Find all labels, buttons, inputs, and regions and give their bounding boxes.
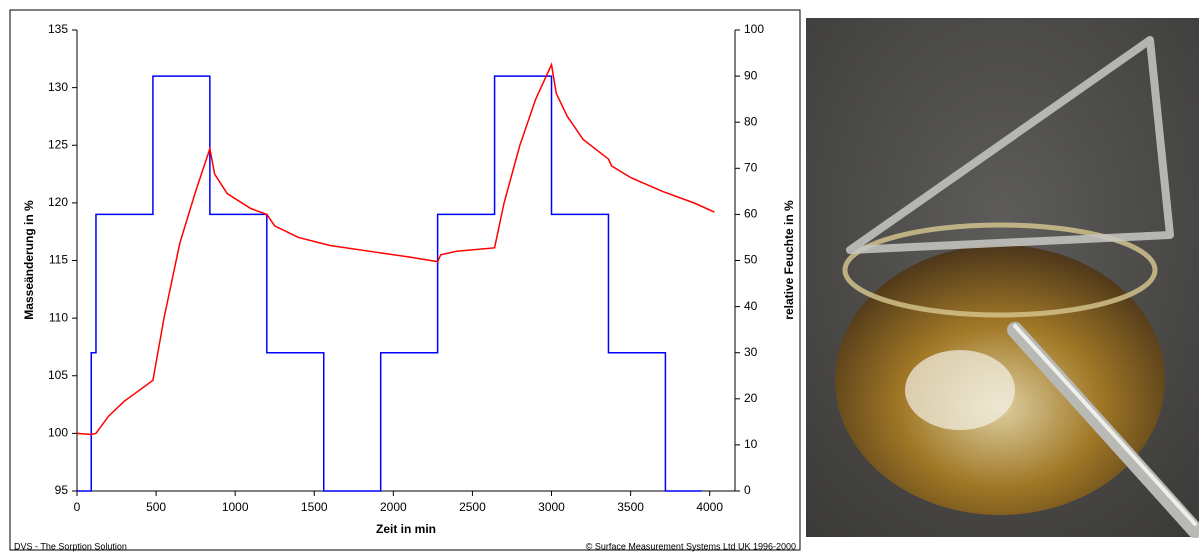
y2-tick-label: 0 xyxy=(744,483,751,497)
dish-rim xyxy=(842,222,1158,318)
rod-highlight xyxy=(1013,324,1197,526)
x-tick-label: 2000 xyxy=(380,500,407,514)
x-tick-label: 0 xyxy=(74,500,81,514)
x-tick-label: 1500 xyxy=(301,500,328,514)
y2-axis-label: relative Feuchte in % xyxy=(782,200,796,320)
glass-triangle xyxy=(846,36,1174,254)
chart-frame xyxy=(9,9,801,551)
y-tick-label: 105 xyxy=(48,368,68,382)
y2-tick-label: 30 xyxy=(744,345,758,359)
y2-tick-label: 80 xyxy=(744,114,758,128)
y-tick-label: 110 xyxy=(49,310,68,324)
y-tick-label: 135 xyxy=(48,22,68,36)
y-tick-label: 115 xyxy=(49,253,68,267)
y2-tick-label: 70 xyxy=(744,160,758,174)
x-tick-label: 1000 xyxy=(222,500,249,514)
footer-left: DVS - The Sorption Solution xyxy=(14,541,127,551)
y-tick-label: 100 xyxy=(48,426,68,440)
x-tick-label: 3500 xyxy=(617,500,644,514)
y2-tick-label: 40 xyxy=(744,299,758,313)
y-tick-label: 125 xyxy=(48,137,68,151)
series-line xyxy=(76,62,715,436)
glass-rod xyxy=(1007,322,1199,538)
photo xyxy=(806,18,1199,538)
y2-tick-label: 100 xyxy=(744,22,764,36)
y-tick-label: 95 xyxy=(55,483,69,497)
y-tick-label: 120 xyxy=(48,195,68,209)
footer-right: © Surface Measurement Systems Ltd UK 199… xyxy=(586,541,796,551)
y2-tick-label: 90 xyxy=(744,68,758,82)
x-axis-label: Zeit in min xyxy=(376,522,436,536)
x-tick-label: 500 xyxy=(146,500,166,514)
y-tick-label: 130 xyxy=(48,80,68,94)
highlight xyxy=(905,350,1015,430)
y2-tick-label: 60 xyxy=(744,207,758,221)
y2-tick-label: 50 xyxy=(744,253,758,267)
x-tick-label: 3000 xyxy=(538,500,565,514)
x-tick-label: 2500 xyxy=(459,500,486,514)
y2-tick-label: 10 xyxy=(744,437,758,451)
series-line xyxy=(77,75,702,492)
x-tick-label: 4000 xyxy=(696,500,723,514)
y2-tick-label: 20 xyxy=(744,391,758,405)
y-axis-label: Masseänderung in % xyxy=(22,200,36,320)
